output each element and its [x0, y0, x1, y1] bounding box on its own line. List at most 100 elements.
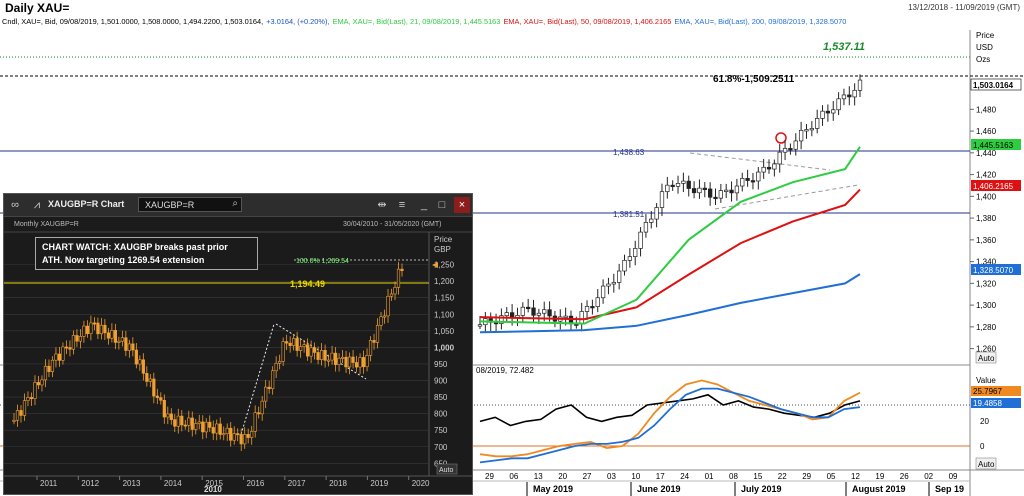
- x-tick-label: 13: [534, 472, 543, 481]
- inset-candle-body: [169, 413, 173, 420]
- candle-body: [509, 312, 515, 318]
- inset-x-tick-label: 2019: [370, 479, 388, 488]
- inset-y-tick-label: 850: [434, 393, 448, 402]
- osc-axis-title: Value: [976, 376, 996, 385]
- legend-ema200: EMA, XAU=, Bid(Last), 200, 09/08/2019, 1…: [674, 17, 847, 26]
- inset-candle-body: [250, 431, 254, 438]
- level-1438-label: 1,438.63: [613, 148, 645, 157]
- auto-button-main[interactable]: [975, 351, 997, 364]
- y-tick-label: 1,300: [976, 301, 997, 310]
- ema50-tag: 1,406.2165: [973, 182, 1014, 191]
- inset-candle-body: [386, 295, 390, 317]
- x-tick-label: 17: [656, 472, 665, 481]
- inset-chart[interactable]: Price GBP 100.0% 1,269.54 1,194.49 1,250…: [4, 194, 472, 494]
- inset-candle-body: [379, 316, 383, 326]
- inset-candle-body: [89, 322, 93, 334]
- auto-button-osc[interactable]: [975, 457, 997, 470]
- inset-candle-body: [54, 353, 58, 361]
- inset-auto-button[interactable]: [436, 463, 458, 475]
- inset-x-tick-label: 2012: [81, 479, 99, 488]
- y-tick-label: 1,340: [976, 258, 997, 267]
- candle-body: [542, 309, 547, 314]
- inset-titlebar[interactable]: ∞ ⩘ XAUGBP=R Chart XAUGBP=R ⌕ ⇹ ≡ _ □ ×: [4, 194, 472, 217]
- candle-body: [691, 188, 697, 194]
- inset-y-tick-label: 750: [434, 426, 448, 435]
- inset-candle-body: [257, 412, 261, 415]
- link-icon[interactable]: ∞: [11, 199, 19, 211]
- inset-y-tick-label: 1,100: [434, 310, 455, 319]
- y-axis-title-2: USD: [976, 43, 993, 52]
- inset-candle-body: [117, 340, 121, 343]
- ema200-line: [479, 273, 861, 334]
- x-tick-label: 01: [705, 472, 714, 481]
- inset-candle-body: [215, 423, 219, 434]
- x-tick-label: 19: [875, 472, 884, 481]
- inset-candle-body: [344, 356, 348, 368]
- inset-candle-body: [162, 399, 166, 418]
- inset-range: 30/04/2010 - 31/05/2020 (GMT): [343, 221, 442, 228]
- inset-axis-title-2: GBP: [434, 245, 451, 254]
- inset-candle-body: [29, 397, 34, 399]
- collapse-icon[interactable]: ⇹: [377, 199, 387, 211]
- candle-body: [670, 184, 675, 188]
- candle-body: [750, 180, 756, 183]
- candle-body: [547, 309, 552, 317]
- inset-candle-body: [64, 346, 69, 349]
- search-icon[interactable]: ⌕: [232, 198, 238, 209]
- x-month-label: June 2019: [637, 484, 681, 494]
- y-tick-label: 1,440: [976, 149, 997, 158]
- osc-line-black: [479, 393, 861, 427]
- inset-y-tick-label: 950: [434, 360, 448, 369]
- inset-candle-body: [225, 427, 229, 434]
- candle-body: [595, 297, 600, 307]
- osc-tag2-bg: [971, 398, 1021, 408]
- inset-candle-body: [47, 365, 51, 372]
- y-axis-title-1: Price: [976, 31, 995, 40]
- candle-body: [804, 129, 809, 132]
- inset-candle-body: [141, 359, 145, 374]
- candle-body: [681, 180, 686, 184]
- candle-body: [686, 180, 691, 189]
- candle-body: [852, 89, 857, 98]
- legend-candle-change: +3.0164, (+0.20%),: [266, 17, 330, 26]
- candle-body: [654, 207, 659, 220]
- inset-candle-body: [292, 338, 296, 346]
- inset-candle-body: [103, 324, 107, 334]
- ema50-line: [479, 188, 861, 321]
- menu-icon[interactable]: ≡: [398, 199, 406, 211]
- inset-chart-window[interactable]: ∞ ⩘ XAUGBP=R Chart XAUGBP=R ⌕ ⇹ ≡ _ □ × …: [3, 193, 473, 495]
- inset-candle-body: [278, 361, 282, 364]
- inset-candle-body: [134, 349, 138, 365]
- inset-candle-body: [281, 341, 285, 362]
- inset-candle-body: [389, 293, 394, 297]
- candle-body: [766, 166, 772, 170]
- y-tick-label: 1,260: [976, 345, 997, 354]
- inset-x-tick-label: 2015: [205, 479, 223, 488]
- inset-candle-body: [400, 268, 404, 271]
- inset-candle-body: [358, 357, 362, 368]
- inset-candle-body: [218, 423, 222, 435]
- candle-body: [798, 129, 804, 142]
- candle-body: [831, 109, 836, 114]
- prior-ath-label: 1,194.49: [290, 279, 325, 289]
- candle-body: [499, 315, 504, 324]
- candle-body: [734, 185, 740, 194]
- minimize-button[interactable]: _: [420, 199, 428, 211]
- maximize-button[interactable]: □: [438, 199, 446, 211]
- inset-candle-body: [131, 343, 135, 351]
- osc-tick-20: 20: [980, 417, 989, 426]
- inset-candle-body: [361, 357, 366, 368]
- ema200-tag-bg: [971, 264, 1021, 275]
- target-level-label: 1,537.11: [823, 41, 865, 53]
- x-tick-label: 29: [802, 472, 811, 481]
- inset-candle-body: [313, 347, 317, 353]
- x-tick-label: 02: [924, 472, 933, 481]
- inset-candle-body: [75, 335, 79, 342]
- inset-auto-label: Auto: [439, 467, 454, 474]
- candle-body: [718, 190, 723, 199]
- close-button[interactable]: ×: [454, 197, 470, 213]
- inset-search-input[interactable]: XAUGBP=R ⌕: [138, 197, 242, 212]
- y-tick-label: 1,280: [976, 323, 997, 332]
- inset-candle-body: [197, 421, 201, 424]
